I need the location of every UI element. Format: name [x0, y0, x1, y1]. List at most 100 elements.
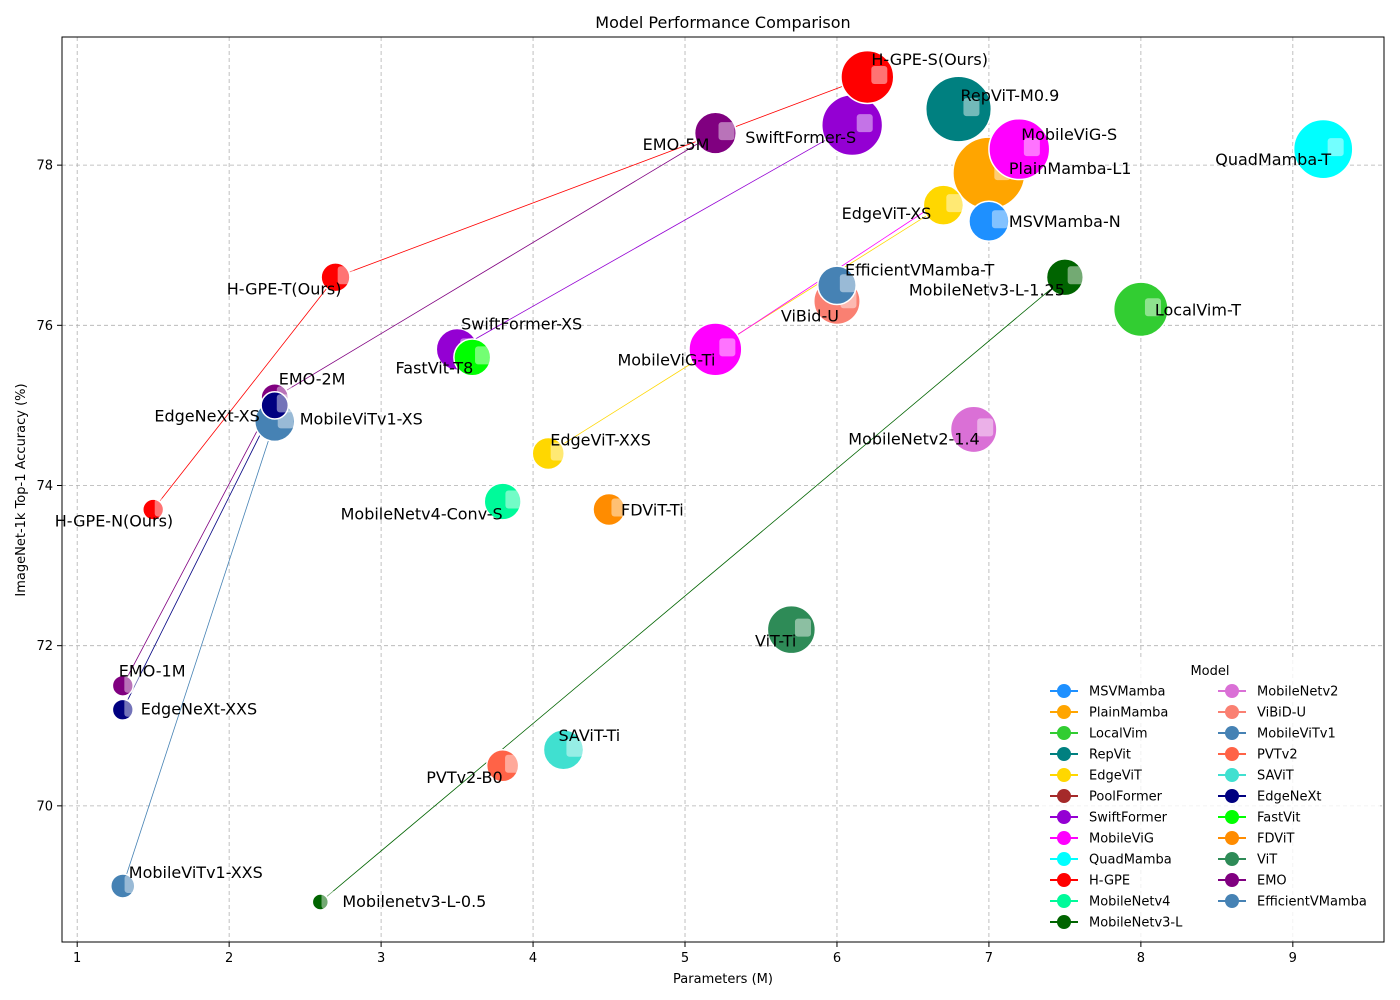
point-h-gpe-t-ours-	[320, 262, 351, 293]
point-label: EMO-2M	[279, 369, 346, 388]
label-box	[124, 874, 141, 893]
legend-marker	[1225, 873, 1239, 887]
legend-marker	[1057, 684, 1071, 698]
label-box	[337, 266, 354, 285]
legend-marker	[1225, 705, 1239, 719]
legend-entry: SAViT	[1257, 769, 1294, 784]
point-mobilevig-ti	[688, 322, 743, 377]
legend-marker	[1225, 789, 1239, 803]
y-tick-label: 74	[36, 479, 53, 494]
legend-marker	[1057, 726, 1071, 740]
point-label: H-GPE-N(Ours)	[55, 512, 173, 531]
point-localvim-t	[1112, 281, 1169, 338]
legend-entry: FDViT	[1257, 832, 1294, 847]
point-emo-5m	[693, 111, 737, 155]
label-box	[977, 418, 994, 437]
point-label: RepViT-M0.9	[961, 86, 1060, 105]
label-box	[839, 274, 856, 293]
label-box	[124, 674, 141, 693]
point-label: EdgeViT-XXS	[550, 430, 651, 449]
legend-marker	[1057, 894, 1071, 908]
point-mobilevig-s	[988, 117, 1051, 181]
x-tick-label: 4	[529, 951, 537, 966]
data-points	[110, 49, 1354, 911]
point-label: H-GPE-S(Ours)	[871, 50, 988, 69]
legend-marker	[1225, 894, 1239, 908]
legend-entry: H-GPE	[1089, 874, 1130, 889]
legend-marker	[1057, 873, 1071, 887]
legend-marker	[1057, 831, 1071, 845]
point-emo-1m	[111, 674, 134, 697]
point-label: EdgeViT-XS	[842, 204, 932, 223]
point-mobilenetv2-1-4	[949, 405, 998, 454]
legend-entry: MobileViG	[1089, 832, 1154, 847]
point-repvit-m0-9	[924, 75, 993, 143]
point-mobilenetv4-conv-s	[483, 482, 522, 521]
y-tick-label: 76	[36, 319, 53, 334]
label-box	[321, 890, 338, 909]
trend-line-mobilevitv1	[122, 421, 276, 887]
point-msvmamba-n	[968, 200, 1010, 242]
label-box	[1144, 298, 1161, 317]
point-label: MobileNetv3-L-1.25	[909, 280, 1065, 299]
legend-entry: SwiftFormer	[1089, 811, 1168, 826]
legend-marker	[1057, 747, 1071, 761]
point-label: SwiftFormer-XS	[461, 314, 582, 333]
point-fdvit-ti	[592, 492, 626, 527]
point-edgenext-xs	[260, 391, 290, 420]
point-savit-ti	[542, 729, 585, 771]
point-mobilevitv1-xxs	[110, 873, 136, 899]
point-label: MobileNetv4-Conv-S	[341, 505, 503, 524]
legend-entry: LocalVim	[1089, 727, 1148, 742]
point-label: FastVit-T8	[396, 358, 474, 377]
point-label: ViBid-U	[781, 306, 839, 325]
legend-entry: MobileNetv3-L	[1089, 916, 1183, 931]
x-tick-label: 2	[225, 951, 233, 966]
label-box	[276, 394, 293, 413]
point-label: MobileViG-S	[1021, 125, 1117, 144]
legend-entry: ViBiD-U	[1257, 706, 1306, 721]
point-mobilenetv3-l-1-25	[1045, 258, 1085, 297]
label-box	[871, 66, 888, 85]
label-box	[154, 498, 171, 517]
legend-marker	[1057, 915, 1071, 929]
x-tick-label: 9	[1289, 951, 1297, 966]
trend-line-mobilenetv3-l	[320, 276, 1066, 903]
x-tick-label: 3	[377, 951, 385, 966]
point-label: LocalVim-T	[1155, 300, 1241, 319]
legend-entry: MobileNetv2	[1257, 685, 1338, 700]
legend-entry: EMO	[1257, 874, 1287, 889]
point-label: MobileViTv1-XXS	[129, 863, 263, 882]
trend-line-swiftformer	[456, 124, 853, 350]
point-labels: H-GPE-S(Ours) RepViT-M0.9 MobileViG-S QuadM…	[55, 50, 1332, 911]
label-box	[1023, 138, 1040, 157]
legend-entry: PVTv2	[1257, 748, 1298, 763]
point-label: H-GPE-T(Ours)	[227, 279, 342, 298]
point-label: ViT-Ti	[755, 632, 796, 651]
legend-marker	[1225, 684, 1239, 698]
x-tick-label: 5	[681, 951, 689, 966]
legend-marker	[1057, 789, 1071, 803]
legend-entry: QuadMamba	[1089, 853, 1172, 868]
point-label: Mobilenetv3-L-0.5	[342, 892, 486, 911]
legend-entry: EdgeViT	[1089, 769, 1142, 784]
point-label: SwiftFormer-S	[745, 128, 856, 147]
label-box	[719, 338, 736, 357]
legend-entry: PlainMamba	[1089, 706, 1168, 721]
point-quadmamba-t	[1292, 118, 1354, 180]
point-mobilenetv3-l-0-5	[311, 893, 330, 911]
label-box	[946, 194, 963, 213]
point-pvtv2-b0	[485, 749, 520, 783]
label-box	[124, 698, 141, 717]
legend-marker	[1225, 810, 1239, 824]
point-label: MSVMamba-N	[1009, 212, 1121, 231]
point-efficientvmamba-t	[817, 265, 857, 306]
point-label: SAViT-Ti	[558, 726, 620, 745]
label-box	[566, 738, 583, 757]
chart-title: Model Performance Comparison	[595, 13, 850, 32]
point-label: PVTv2-B0	[426, 768, 502, 787]
point-h-gpe-s-ours-	[840, 49, 895, 105]
legend-marker	[1057, 768, 1071, 782]
